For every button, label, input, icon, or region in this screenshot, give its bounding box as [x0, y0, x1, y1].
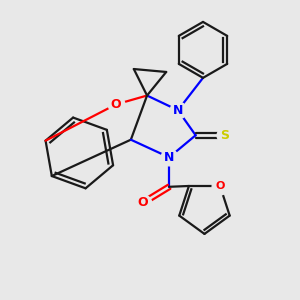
Text: N: N — [164, 151, 174, 164]
Text: O: O — [137, 196, 148, 209]
Text: O: O — [111, 98, 122, 111]
Text: S: S — [220, 129, 230, 142]
Text: O: O — [215, 181, 225, 191]
Text: N: N — [173, 104, 183, 117]
